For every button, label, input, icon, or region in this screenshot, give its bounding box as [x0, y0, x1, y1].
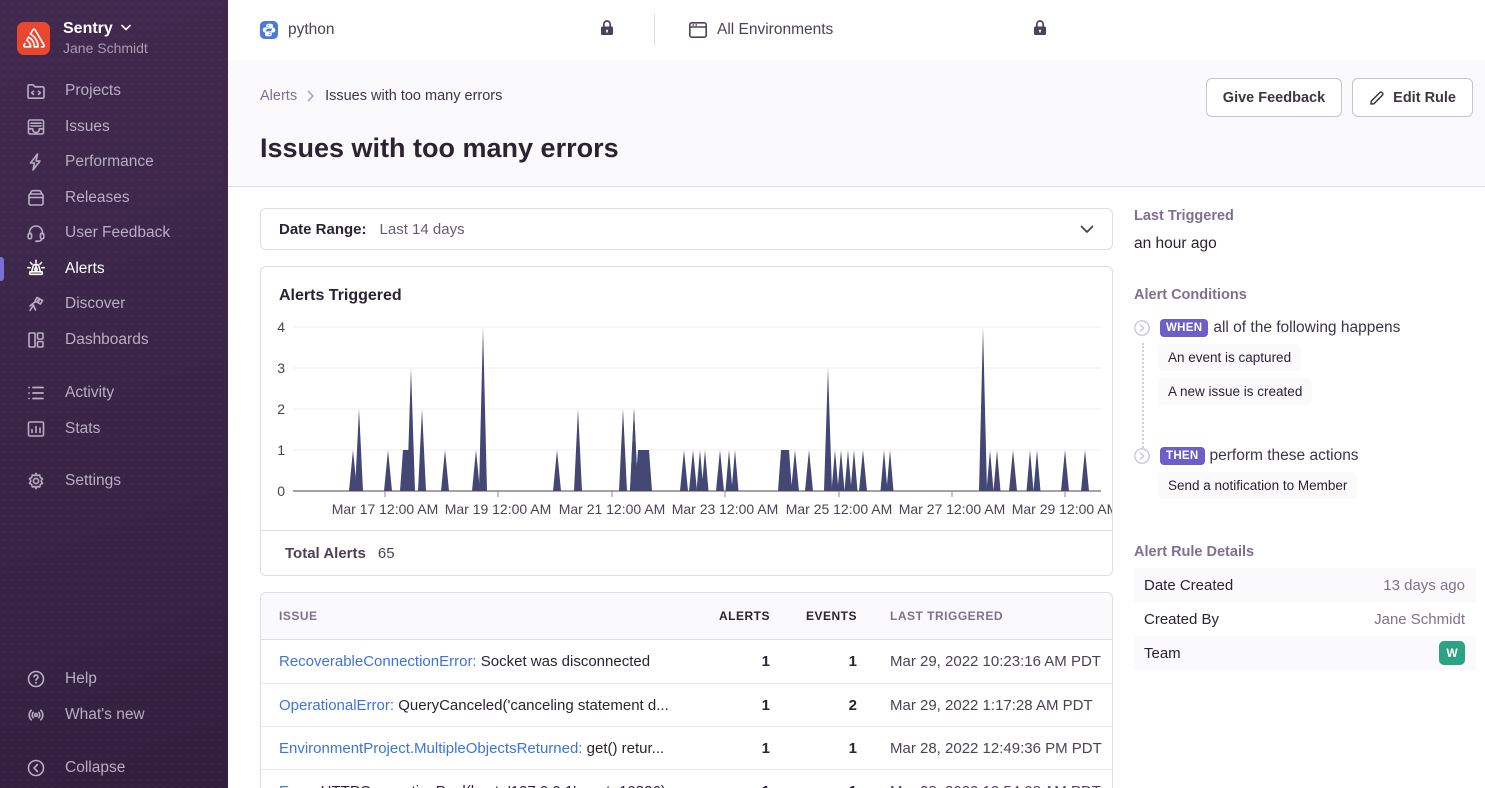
- svg-text:Mar 19 12:00 AM: Mar 19 12:00 AM: [445, 501, 552, 517]
- svg-text:Mar 21 12:00 AM: Mar 21 12:00 AM: [559, 501, 666, 517]
- svg-text:0: 0: [277, 483, 285, 499]
- svg-text:4: 4: [277, 319, 285, 335]
- svg-text:3: 3: [277, 360, 285, 376]
- svg-text:Mar 27 12:00 AM: Mar 27 12:00 AM: [899, 501, 1006, 517]
- svg-text:Mar 25 12:00 AM: Mar 25 12:00 AM: [786, 501, 893, 517]
- svg-text:1: 1: [277, 442, 285, 458]
- svg-text:Mar 29 12:00 AM: Mar 29 12:00 AM: [1012, 501, 1112, 517]
- svg-text:Mar 17 12:00 AM: Mar 17 12:00 AM: [332, 501, 439, 517]
- svg-text:2: 2: [277, 401, 285, 417]
- svg-text:Mar 23 12:00 AM: Mar 23 12:00 AM: [672, 501, 779, 517]
